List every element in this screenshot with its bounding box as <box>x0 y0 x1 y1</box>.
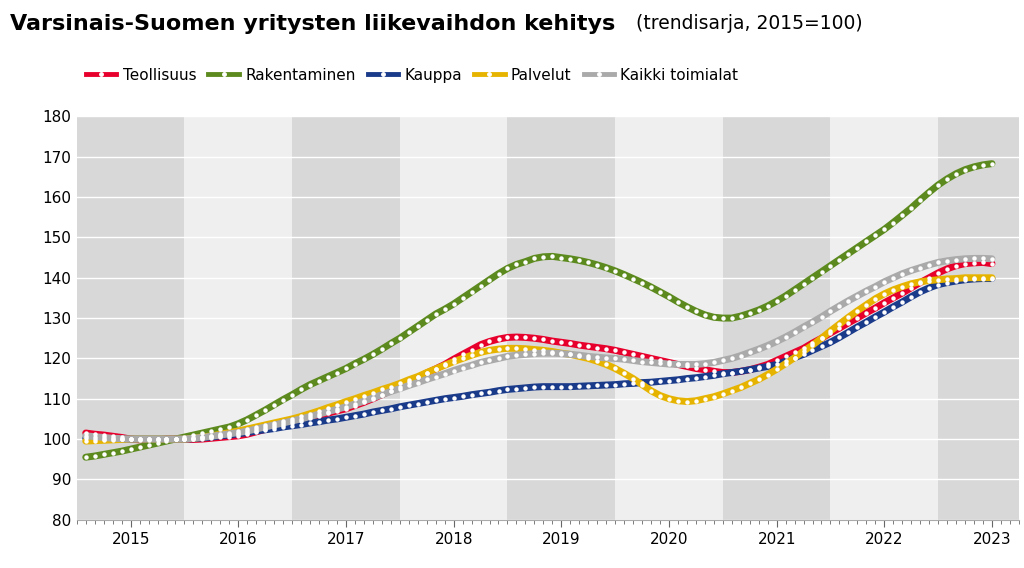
Bar <box>830 116 938 520</box>
Bar <box>184 116 292 520</box>
Bar <box>615 116 723 520</box>
Bar <box>508 116 615 520</box>
Text: (trendisarja, 2015=100): (trendisarja, 2015=100) <box>630 14 862 33</box>
Text: Varsinais-Suomen yritysten liikevaihdon kehitys: Varsinais-Suomen yritysten liikevaihdon … <box>10 14 615 34</box>
Legend: Teollisuus, Rakentaminen, Kauppa, Palvelut, Kaikki toimialat: Teollisuus, Rakentaminen, Kauppa, Palvel… <box>80 61 744 89</box>
Bar <box>938 116 1019 520</box>
Bar <box>77 116 184 520</box>
Bar <box>399 116 508 520</box>
Bar <box>292 116 399 520</box>
Bar <box>723 116 830 520</box>
